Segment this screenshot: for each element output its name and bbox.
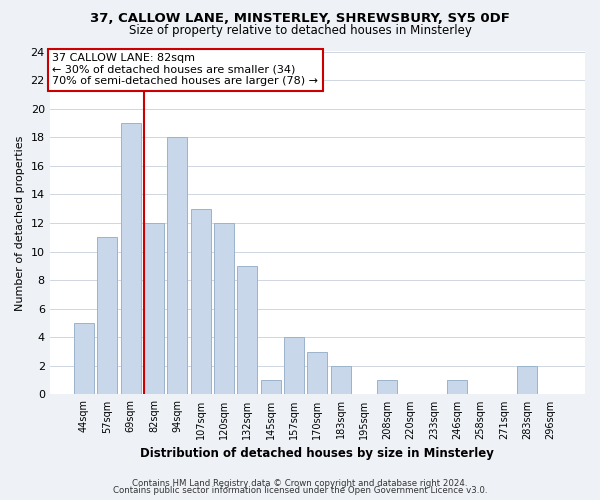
Bar: [377, 380, 397, 394]
Bar: [307, 352, 327, 395]
Bar: [331, 366, 350, 394]
Text: Contains public sector information licensed under the Open Government Licence v3: Contains public sector information licen…: [113, 486, 487, 495]
Bar: [144, 223, 164, 394]
Bar: [448, 380, 467, 394]
Text: Size of property relative to detached houses in Minsterley: Size of property relative to detached ho…: [128, 24, 472, 37]
Bar: [214, 223, 234, 394]
Bar: [238, 266, 257, 394]
Text: 37 CALLOW LANE: 82sqm
← 30% of detached houses are smaller (34)
70% of semi-deta: 37 CALLOW LANE: 82sqm ← 30% of detached …: [52, 53, 319, 86]
Bar: [121, 123, 140, 394]
Bar: [261, 380, 281, 394]
Text: 37, CALLOW LANE, MINSTERLEY, SHREWSBURY, SY5 0DF: 37, CALLOW LANE, MINSTERLEY, SHREWSBURY,…: [90, 12, 510, 26]
Bar: [517, 366, 538, 394]
Bar: [167, 137, 187, 394]
Bar: [284, 338, 304, 394]
Bar: [97, 238, 117, 394]
Text: Contains HM Land Registry data © Crown copyright and database right 2024.: Contains HM Land Registry data © Crown c…: [132, 478, 468, 488]
Y-axis label: Number of detached properties: Number of detached properties: [15, 136, 25, 310]
Bar: [191, 208, 211, 394]
Bar: [74, 323, 94, 394]
X-axis label: Distribution of detached houses by size in Minsterley: Distribution of detached houses by size …: [140, 447, 494, 460]
